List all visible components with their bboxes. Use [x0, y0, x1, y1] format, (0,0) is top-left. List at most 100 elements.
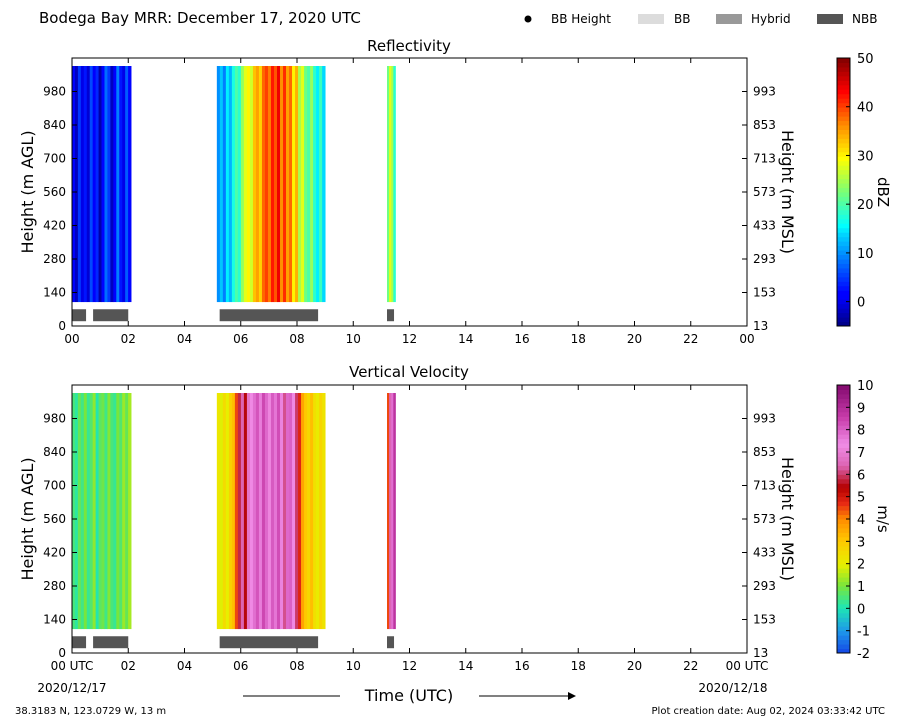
- y-tick-label-right: 993: [753, 412, 776, 426]
- heatmap-column: [234, 66, 239, 303]
- heatmap-column: [264, 393, 269, 630]
- x-tick-label: 16: [514, 332, 529, 346]
- y-tick-label-right: 293: [753, 252, 776, 266]
- heatmap-column: [307, 66, 311, 303]
- heatmap-column: [80, 393, 85, 630]
- x-tick-label: 14: [458, 659, 473, 673]
- heatmap-column: [261, 66, 266, 303]
- colorbar-band: [837, 626, 850, 632]
- heatmap-column: [240, 66, 245, 303]
- y-tick-label: 0: [58, 319, 66, 333]
- x-tick-label: 22: [683, 332, 698, 346]
- colorbar-band: [837, 635, 850, 641]
- heatmap-column: [295, 393, 299, 630]
- dbz-colorbar-label: dBZ: [874, 177, 892, 207]
- legend-hybrid: Hybrid: [751, 12, 791, 26]
- heatmap-column: [116, 66, 120, 303]
- reflectivity-panel: Reflectivity 00 02 04 06 08 10 12 14 16 18 20 22 000…: [18, 37, 892, 346]
- colorbar-band: [837, 492, 850, 498]
- velocity-ylabel: Height (m AGL): [18, 457, 37, 580]
- heatmap-column: [72, 66, 76, 303]
- colorbar-band: [837, 398, 850, 404]
- colorbar-band: [837, 317, 850, 323]
- heatmap-column: [110, 393, 114, 630]
- reflectivity-heatmap: [72, 66, 396, 303]
- x-tick-label: 20: [627, 332, 642, 346]
- heatmap-column: [280, 66, 284, 303]
- plot-creation-date: Plot creation date: Aug 02, 2024 03:33:4…: [652, 706, 885, 717]
- heatmap-column: [219, 66, 224, 303]
- colorbar-band: [837, 209, 850, 215]
- colorbar-band: [837, 227, 850, 233]
- velocity-axes: 00 UTC 02 04 06 08 10 12 14 16 18 20 22 00 UTC014028…: [43, 385, 776, 673]
- heatmap-column: [393, 66, 396, 303]
- colorbar-band: [837, 407, 850, 413]
- colorbar-band: [837, 254, 850, 260]
- heatmap-column: [243, 393, 248, 630]
- reflectivity-ylabel-right: Height (m MSL): [778, 130, 797, 254]
- x-tick-label: 02: [121, 332, 136, 346]
- x-tick-label: 02: [121, 659, 136, 673]
- reflectivity-frame: [71, 57, 748, 327]
- y-tick-label: 140: [43, 286, 66, 300]
- bb-class-segment: [93, 309, 129, 322]
- colorbar-band: [837, 545, 850, 551]
- y-tick-label-right: 13: [753, 319, 768, 333]
- heatmap-column: [391, 393, 394, 630]
- colorbar-tick-label: 6: [857, 468, 865, 483]
- y-tick-label: 980: [43, 412, 66, 426]
- y-tick-label: 420: [43, 219, 66, 233]
- heatmap-column: [128, 66, 132, 303]
- bb-class-segment: [72, 636, 87, 649]
- y-tick-label-right: 433: [753, 546, 776, 560]
- x-tick-label: 00 UTC: [51, 659, 94, 673]
- colorbar-band: [837, 532, 850, 538]
- colorbar-band: [837, 89, 850, 95]
- bb-class-segment: [93, 636, 129, 649]
- legend-bb-height: BB Height: [551, 12, 611, 26]
- heatmap-column: [231, 393, 236, 630]
- colorbar-tick-label: 7: [857, 446, 865, 461]
- bright-band-legend: BB Height BB Hybrid NBB: [524, 12, 877, 26]
- x-tick-label: 00: [64, 332, 79, 346]
- y-tick-label: 840: [43, 445, 66, 459]
- colorbar-tick-label: 8: [857, 424, 865, 439]
- heatmap-column: [104, 66, 108, 303]
- heatmap-column: [246, 66, 251, 303]
- y-tick-label-right: 853: [753, 445, 776, 459]
- x-tick-label: 14: [458, 332, 473, 346]
- colorbar-band: [837, 321, 850, 327]
- legend-bb: BB: [674, 12, 690, 26]
- heatmap-column: [307, 393, 311, 630]
- colorbar-tick-label: 10: [857, 247, 874, 262]
- colorbar-band: [837, 151, 850, 157]
- colorbar-band: [837, 527, 850, 533]
- colorbar-band: [837, 187, 850, 193]
- heatmap-column: [292, 66, 296, 303]
- colorbar-band: [837, 385, 850, 390]
- colorbar-band: [837, 133, 850, 139]
- x-tick-label: 06: [233, 659, 248, 673]
- heatmap-column: [246, 393, 251, 630]
- heatmap-column: [228, 393, 233, 630]
- colorbar-band: [837, 554, 850, 560]
- y-tick-label: 560: [43, 185, 66, 199]
- heatmap-column: [249, 66, 254, 303]
- colorbar-band: [837, 263, 850, 269]
- heatmap-column: [89, 393, 94, 630]
- heatmap-column: [304, 393, 308, 630]
- colorbar-band: [837, 196, 850, 202]
- colorbar-band: [837, 438, 850, 444]
- time-axis-label: Time (UTC): [364, 686, 453, 705]
- colorbar-band: [837, 469, 850, 475]
- colorbar-band: [837, 599, 850, 605]
- x-tick-label: 22: [683, 659, 698, 673]
- colorbar-band: [837, 192, 850, 197]
- heatmap-column: [273, 66, 278, 303]
- y-tick-label: 700: [43, 152, 66, 166]
- y-tick-label: 700: [43, 479, 66, 493]
- heatmap-column: [219, 393, 224, 630]
- colorbar-band: [837, 267, 850, 273]
- colorbar-band: [837, 169, 850, 175]
- heatmap-column: [225, 66, 230, 303]
